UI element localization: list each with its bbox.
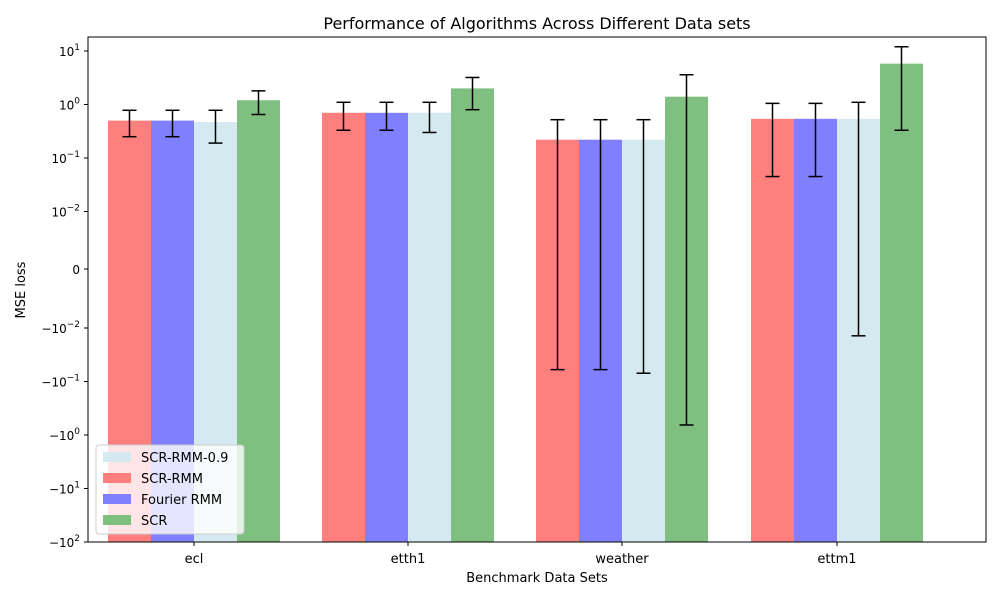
y-tick-label: −101 <box>49 481 80 497</box>
legend-label-fourier-rmm: Fourier RMM <box>141 493 222 508</box>
bar-scr-rmm-ettm1 <box>751 118 794 543</box>
y-tick-label: −100 <box>49 427 80 443</box>
error-bar-scr-rmm-0-9-weather <box>636 118 651 374</box>
bar-fourier-rmm-ettm1 <box>794 118 837 543</box>
y-tick-label: −10−2 <box>41 320 80 336</box>
y-tick-label: 10−1 <box>51 150 80 166</box>
bar-scr-rmm-etth1 <box>322 112 365 542</box>
legend-label-scr-rmm-0-9: SCR-RMM-0.9 <box>141 451 228 466</box>
x-axis-label: Benchmark Data Sets <box>466 571 608 586</box>
x-tick-label-ecl: ecl <box>185 552 204 567</box>
error-bar-fourier-rmm-etth1 <box>379 101 394 132</box>
error-bar-fourier-rmm-ettm1 <box>808 102 823 178</box>
y-axis-label: MSE loss <box>14 261 29 318</box>
y-ticks-group: 101 100 10−1 10−2 0 −10−2 −10−1 −100 −101 −102 <box>41 43 88 550</box>
x-tick-label-weather: weather <box>595 552 649 567</box>
error-bar-scr-ettm1 <box>894 46 909 132</box>
bar-scr-ettm1 <box>880 63 923 542</box>
x-tick-label-ettm1: ettm1 <box>817 552 856 567</box>
plot-frame <box>87 36 987 543</box>
legend-swatch-fourier-rmm <box>103 494 131 504</box>
legend-label-scr: SCR <box>141 514 167 529</box>
y-tick-label: 0 <box>72 263 80 277</box>
error-bars-group <box>122 46 909 426</box>
legend-swatch-scr <box>103 515 131 525</box>
y-tick-label: 10−2 <box>51 204 80 220</box>
bar-scr-rmm-0-9-etth1 <box>408 112 451 542</box>
bar-scr-etth1 <box>451 88 494 542</box>
legend: SCR-RMM-0.9 SCR-RMM Fourier RMM SCR <box>95 444 245 535</box>
y-tick-label: −10−1 <box>41 374 80 390</box>
y-tick-label: −102 <box>49 534 80 550</box>
legend-swatch-scr-rmm <box>103 473 131 483</box>
y-tick-label: 101 <box>59 43 80 59</box>
chart-title: Performance of Algorithms Across Differe… <box>323 14 750 33</box>
error-bar-scr-etth1 <box>465 76 480 111</box>
bar-fourier-rmm-etth1 <box>365 112 408 542</box>
error-bar-fourier-rmm-ecl <box>165 109 180 138</box>
y-tick-label: 100 <box>59 97 80 113</box>
legend-box <box>95 444 245 535</box>
error-bar-scr-rmm-0-9-ettm1 <box>851 101 866 337</box>
error-bar-scr-ecl <box>251 90 266 116</box>
legend-label-scr-rmm: SCR-RMM <box>141 472 203 487</box>
x-tick-label-etth1: etth1 <box>391 552 426 567</box>
x-ticks-group: ecl etth1 weather ettm1 <box>185 542 857 567</box>
legend-swatch-scr-rmm-0-9 <box>103 452 131 462</box>
error-bar-scr-weather <box>679 73 694 426</box>
error-bar-scr-rmm-0-9-etth1 <box>422 101 437 134</box>
error-bar-scr-rmm-weather <box>550 118 565 371</box>
error-bar-fourier-rmm-weather <box>593 118 608 371</box>
error-bar-scr-rmm-ecl <box>122 109 137 138</box>
error-bar-scr-rmm-etth1 <box>336 101 351 132</box>
bars-group <box>108 63 923 543</box>
error-bar-scr-rmm-0-9-ecl <box>208 109 223 144</box>
error-bar-scr-rmm-ettm1 <box>765 102 780 178</box>
